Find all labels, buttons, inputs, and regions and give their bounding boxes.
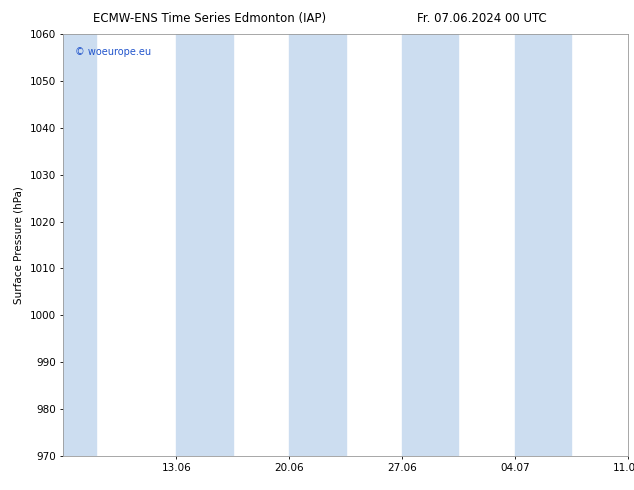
Bar (402, 34, 458, 456)
Y-axis label: Surface Pressure (hPa): Surface Pressure (hPa) (14, 186, 24, 304)
Text: © woeurope.eu: © woeurope.eu (75, 47, 151, 57)
Bar (176, 34, 233, 456)
Text: ECMW-ENS Time Series Edmonton (IAP): ECMW-ENS Time Series Edmonton (IAP) (93, 12, 326, 25)
Bar (289, 34, 346, 456)
Text: Fr. 07.06.2024 00 UTC: Fr. 07.06.2024 00 UTC (417, 12, 547, 25)
Bar (515, 34, 571, 456)
Bar (63, 34, 96, 456)
